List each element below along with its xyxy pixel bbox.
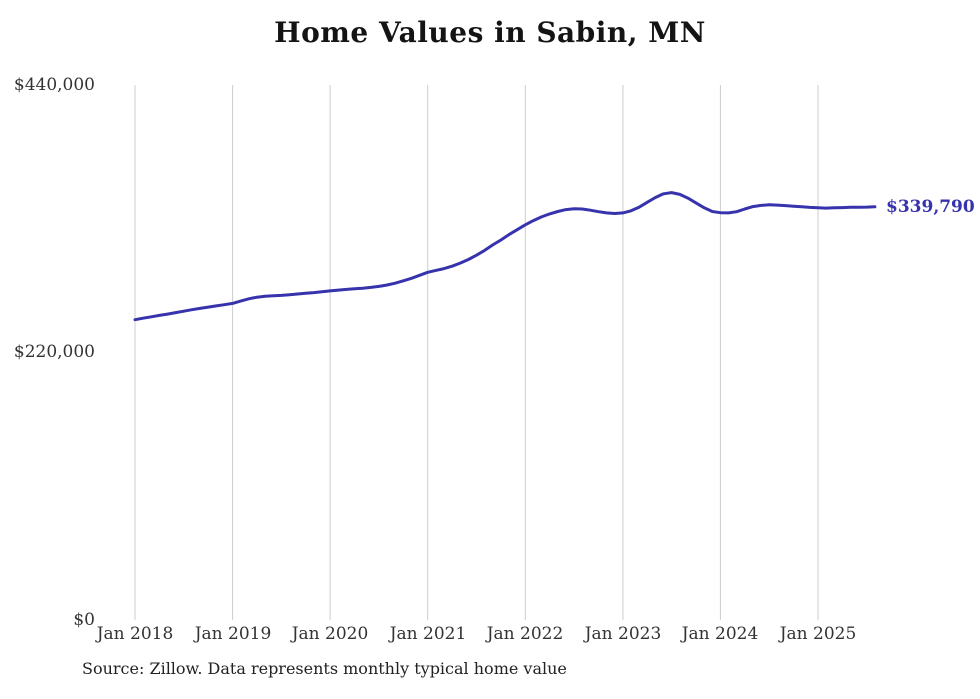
x-tick-label: Jan 2023 (584, 624, 662, 644)
chart-title: Home Values in Sabin, MN (274, 16, 706, 49)
y-tick-label: $440,000 (13, 75, 95, 95)
x-tick-label: Jan 2025 (779, 624, 857, 644)
source-note: Source: Zillow. Data represents monthly … (82, 659, 567, 678)
x-tick-label: Jan 2024 (681, 624, 759, 644)
x-tick-label: Jan 2021 (389, 624, 467, 644)
x-tick-label: Jan 2020 (291, 624, 369, 644)
end-value-label: $339,790 (886, 197, 975, 217)
y-tick-label: $220,000 (13, 342, 95, 362)
x-tick-label: Jan 2019 (194, 624, 272, 644)
x-tick-label: Jan 2022 (486, 624, 564, 644)
x-tick-label: Jan 2018 (96, 624, 174, 644)
y-tick-label: $0 (73, 610, 95, 630)
